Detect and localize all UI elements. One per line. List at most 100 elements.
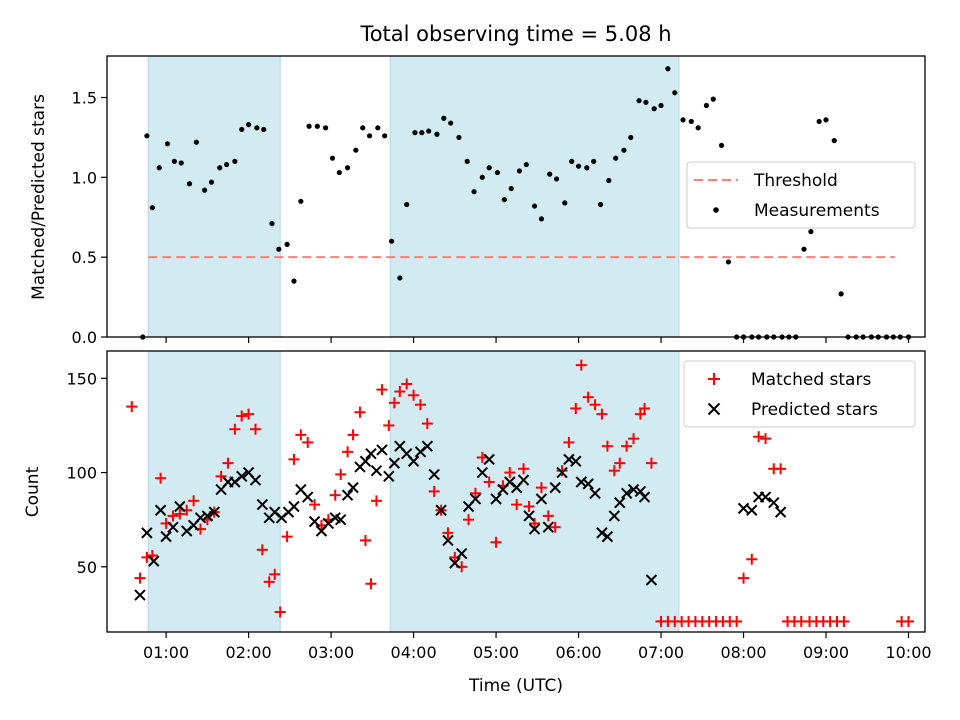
measurement-point: [193, 139, 199, 145]
measurement-point: [658, 102, 664, 109]
measurement-point: [628, 134, 634, 141]
measurement-point: [538, 216, 545, 222]
measurement-point: [569, 158, 575, 164]
measurement-point: [688, 118, 694, 125]
measurement-point: [284, 241, 290, 247]
matched-star-point: [269, 568, 281, 580]
matched-star-point: [256, 544, 268, 556]
predicted-star-point: [601, 530, 614, 543]
matched-star-point: [621, 440, 633, 452]
predicted-star-point: [134, 589, 146, 601]
predicted-star-point: [523, 510, 535, 522]
predicted-star-point: [341, 489, 354, 501]
count-plot-frame: [106, 350, 926, 633]
predicted-star-point: [428, 468, 440, 481]
measurement-point: [838, 291, 844, 297]
predicted-star-point: [575, 476, 588, 488]
predicted-star-point: [141, 527, 153, 539]
x-tick-label: 09:00: [803, 643, 849, 662]
measurement-point: [217, 165, 223, 171]
matched-star-point: [359, 534, 371, 546]
measurement-point: [382, 133, 388, 139]
matched-star-point: [408, 389, 420, 401]
measurement-point: [584, 165, 590, 171]
matched-star-point: [342, 446, 354, 458]
x-tick-label: 04:00: [391, 643, 437, 662]
predicted-stars-points: [134, 440, 787, 601]
predicted-star-point: [768, 497, 780, 509]
chart-title: Total observing time = 5.08 h: [359, 22, 671, 46]
measurement-point: [186, 181, 193, 187]
matched-star-point: [365, 578, 377, 590]
measurement-point: [606, 177, 612, 184]
matched-star-point: [134, 572, 146, 584]
x-tick-label: 02:00: [226, 643, 272, 662]
measurement-point: [621, 147, 627, 153]
predicted-star-point: [476, 466, 489, 479]
y-tick-label: 1.5: [72, 89, 97, 108]
measurement-point: [232, 158, 238, 164]
measurement-point: [725, 259, 732, 265]
measurement-point: [178, 160, 184, 166]
measurement-point: [665, 66, 671, 72]
count-legend: Matched stars Predicted stars: [683, 360, 916, 428]
matched-star-point: [760, 433, 772, 445]
measurement-point: [306, 123, 312, 129]
predicted-star-point: [469, 493, 482, 505]
count-y-axis-label: Count: [23, 466, 43, 517]
predicted-star-point: [347, 481, 359, 494]
ratio-y-axis-label: Matched/Predicted stars: [29, 94, 49, 300]
matched-star-point: [215, 470, 227, 482]
matched-star-point: [354, 406, 366, 418]
count-y-ticks: 50 100 150: [66, 369, 107, 577]
measurement-point: [441, 115, 447, 121]
measurement-point: [314, 123, 320, 129]
measurement-point: [562, 200, 568, 206]
matched-star-point: [414, 399, 426, 411]
measurement-point: [597, 201, 604, 208]
matched-star-point: [731, 615, 743, 627]
measurement-point: [246, 122, 252, 128]
predicted-star-point: [556, 466, 568, 479]
matched-star-point: [614, 457, 626, 469]
x-tick-label: 10:00: [885, 643, 931, 662]
predicted-star-point: [638, 491, 651, 503]
measurement-point: [575, 163, 582, 169]
legend-matched-label: Matched stars: [751, 370, 871, 390]
matched-star-point: [570, 402, 582, 414]
measurement-point: [703, 102, 710, 109]
ratio-plot-frame: [106, 55, 926, 338]
measurement-point: [801, 246, 807, 252]
matched-star-point: [504, 467, 516, 479]
matched-star-point: [523, 500, 535, 512]
predicted-star-point: [236, 470, 248, 483]
matched-star-point: [274, 606, 286, 618]
measurement-point: [202, 187, 208, 193]
matched-star-point: [288, 453, 300, 465]
measurement-point: [276, 246, 282, 252]
matched-star-point: [329, 489, 341, 501]
predicted-star-point: [407, 455, 420, 467]
matched-star-point: [838, 615, 850, 627]
measurement-point: [464, 158, 470, 164]
matched-star-point: [388, 397, 400, 409]
matched-star-point: [309, 499, 321, 511]
measurement-point: [643, 99, 649, 105]
predicted-star-point: [365, 448, 377, 460]
matched-star-point: [469, 487, 481, 499]
measurement-point: [298, 198, 304, 204]
measurement-point: [636, 98, 642, 104]
matched-star-point: [347, 429, 359, 441]
matched-star-point: [645, 457, 657, 469]
measurement-point: [501, 197, 507, 203]
predicted-star-point: [376, 444, 388, 456]
predicted-star-point: [582, 478, 594, 490]
measurement-point: [336, 169, 342, 176]
measurement-point: [224, 161, 230, 168]
y-tick-label: 50: [77, 558, 97, 577]
predicted-star-point: [302, 491, 314, 503]
measurement-point: [516, 168, 523, 174]
measurement-point: [471, 189, 477, 195]
predicted-star-point: [620, 487, 633, 499]
predicted-star-point: [483, 453, 495, 466]
